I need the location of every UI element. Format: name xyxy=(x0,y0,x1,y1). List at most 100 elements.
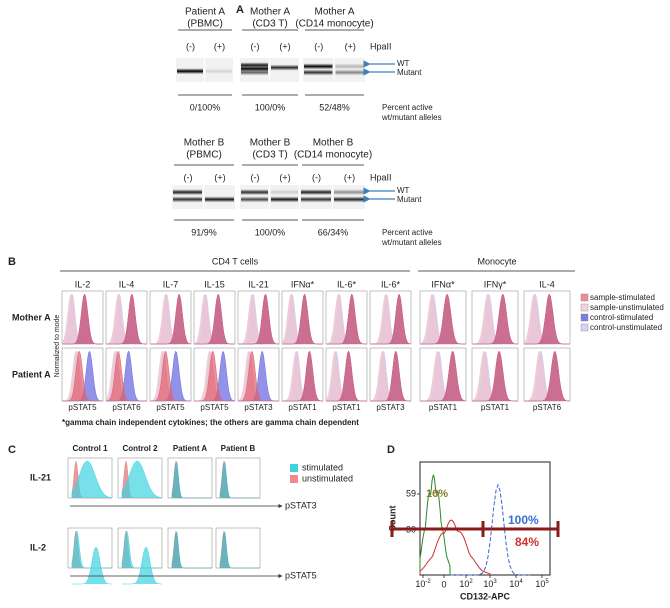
histogram-curve xyxy=(370,294,412,345)
histogram-curve xyxy=(326,293,367,345)
histogram-curve xyxy=(219,461,260,499)
enzyme-label: HpaII xyxy=(370,172,392,182)
x-tick-label: 10-2 xyxy=(415,579,431,590)
group-subtitle: (CD3 T) xyxy=(252,150,287,161)
group-title: Mother A xyxy=(250,7,290,18)
gel-band xyxy=(206,68,232,75)
legend-swatch xyxy=(290,464,298,472)
tick-exponent: 5 xyxy=(545,579,549,585)
gel-band xyxy=(241,69,268,76)
column-title: Control 1 xyxy=(72,444,108,453)
legend-label: sample-unstimulated xyxy=(590,303,664,312)
readout-label: pSTAT1 xyxy=(332,403,361,412)
histogram-curve xyxy=(72,546,112,585)
panel-label: C xyxy=(8,444,16,456)
percent-label: wt/mutant alleles xyxy=(381,113,442,122)
histogram-curve xyxy=(121,460,163,498)
histogram-curve xyxy=(171,461,212,499)
legend-label: sample-stimulated xyxy=(590,293,655,302)
group-subtitle: (CD3 T) xyxy=(252,19,287,30)
allele-ratio: 66/34% xyxy=(318,227,349,237)
plot-frame xyxy=(419,461,551,576)
gel-band xyxy=(271,196,298,203)
percent-label: wt/mutant alleles xyxy=(381,238,442,247)
readout-label: pSTAT3 xyxy=(285,500,317,510)
lane-label: (-) xyxy=(251,41,260,51)
histogram-curve xyxy=(419,519,491,575)
allele-ratio: 0/100% xyxy=(190,102,221,112)
histogram-curve xyxy=(122,546,162,585)
lane-label: (-) xyxy=(314,41,323,51)
y-axis-title: Count xyxy=(387,506,397,532)
histogram-curve xyxy=(238,293,279,345)
histogram-curve xyxy=(171,531,212,569)
gel-band xyxy=(241,196,268,203)
tick-exponent: -2 xyxy=(425,579,431,585)
histogram-curve xyxy=(71,460,113,498)
readout-label: pSTAT1 xyxy=(429,403,458,412)
histogram-curve xyxy=(326,350,367,402)
patient-percent: 84% xyxy=(515,535,539,549)
histogram-curve xyxy=(150,294,192,345)
group-subtitle: (CD14 monocyte) xyxy=(295,19,373,30)
lane-label: (-) xyxy=(186,41,195,51)
readout-label: pSTAT6 xyxy=(112,403,141,412)
readout-label: pSTAT3 xyxy=(376,403,405,412)
readout-label: pSTAT1 xyxy=(481,403,510,412)
percent-label: Percent active xyxy=(382,228,433,237)
row-label: Mother A xyxy=(12,312,51,322)
cytokine-label: IL-15 xyxy=(204,279,225,289)
y-tick-label: 59 xyxy=(406,488,416,498)
column-title: Patient B xyxy=(221,444,256,453)
x-tick-label: 102 xyxy=(459,579,473,590)
panel-label: B xyxy=(8,256,16,268)
panel-label: A xyxy=(236,4,244,16)
x-tick-label: 103 xyxy=(483,579,497,590)
histogram-curve xyxy=(106,293,147,345)
legend-swatch xyxy=(580,293,589,302)
gel-band xyxy=(271,189,298,196)
gel-band xyxy=(205,196,234,203)
histogram-curve xyxy=(62,293,103,345)
histogram-curve xyxy=(194,351,235,402)
group-title: Mother A xyxy=(314,7,354,18)
legend-label: control-unstimulated xyxy=(590,323,662,332)
lane-label: (+) xyxy=(279,172,290,182)
lane-label: (+) xyxy=(279,41,290,51)
gel-band xyxy=(334,189,364,196)
legend-label: control-stimulated xyxy=(590,313,653,322)
readout-label: pSTAT1 xyxy=(288,403,317,412)
histogram-curve xyxy=(472,293,518,345)
mutant-label: Mutant xyxy=(397,68,422,77)
readout-label: pSTAT5 xyxy=(68,403,97,412)
tick-base: 10 xyxy=(483,579,493,589)
tick-base: 10 xyxy=(415,579,425,589)
tick-exponent: 2 xyxy=(469,579,473,585)
gel-band xyxy=(334,196,364,203)
histogram-curve xyxy=(420,294,466,345)
gel-band xyxy=(301,189,331,196)
cytokine-label: IL-2 xyxy=(75,279,91,289)
histogram-curve xyxy=(420,351,467,402)
group-title: Mother B xyxy=(313,138,354,149)
histogram-curve xyxy=(238,351,279,402)
legend-swatch xyxy=(580,303,589,312)
y-axis-title: Normalized to mode xyxy=(54,315,61,378)
lane-label: (+) xyxy=(214,172,225,182)
histogram-curve xyxy=(194,294,235,345)
gel-band xyxy=(241,189,268,196)
mutant-label: Mutant xyxy=(397,195,422,204)
group-title: Patient A xyxy=(185,7,225,18)
group-subtitle: (PBMC) xyxy=(187,19,223,30)
histogram-curve xyxy=(62,350,103,402)
gel-band xyxy=(304,69,333,76)
wt-label: WT xyxy=(397,186,410,195)
gel-band xyxy=(241,65,268,72)
gel-band xyxy=(177,68,203,75)
allele-ratio: 91/9% xyxy=(191,227,217,237)
x-tick-label: 105 xyxy=(535,579,549,590)
row-label: IL-21 xyxy=(30,472,51,482)
gel-band xyxy=(335,69,364,76)
gel-band xyxy=(335,63,364,70)
